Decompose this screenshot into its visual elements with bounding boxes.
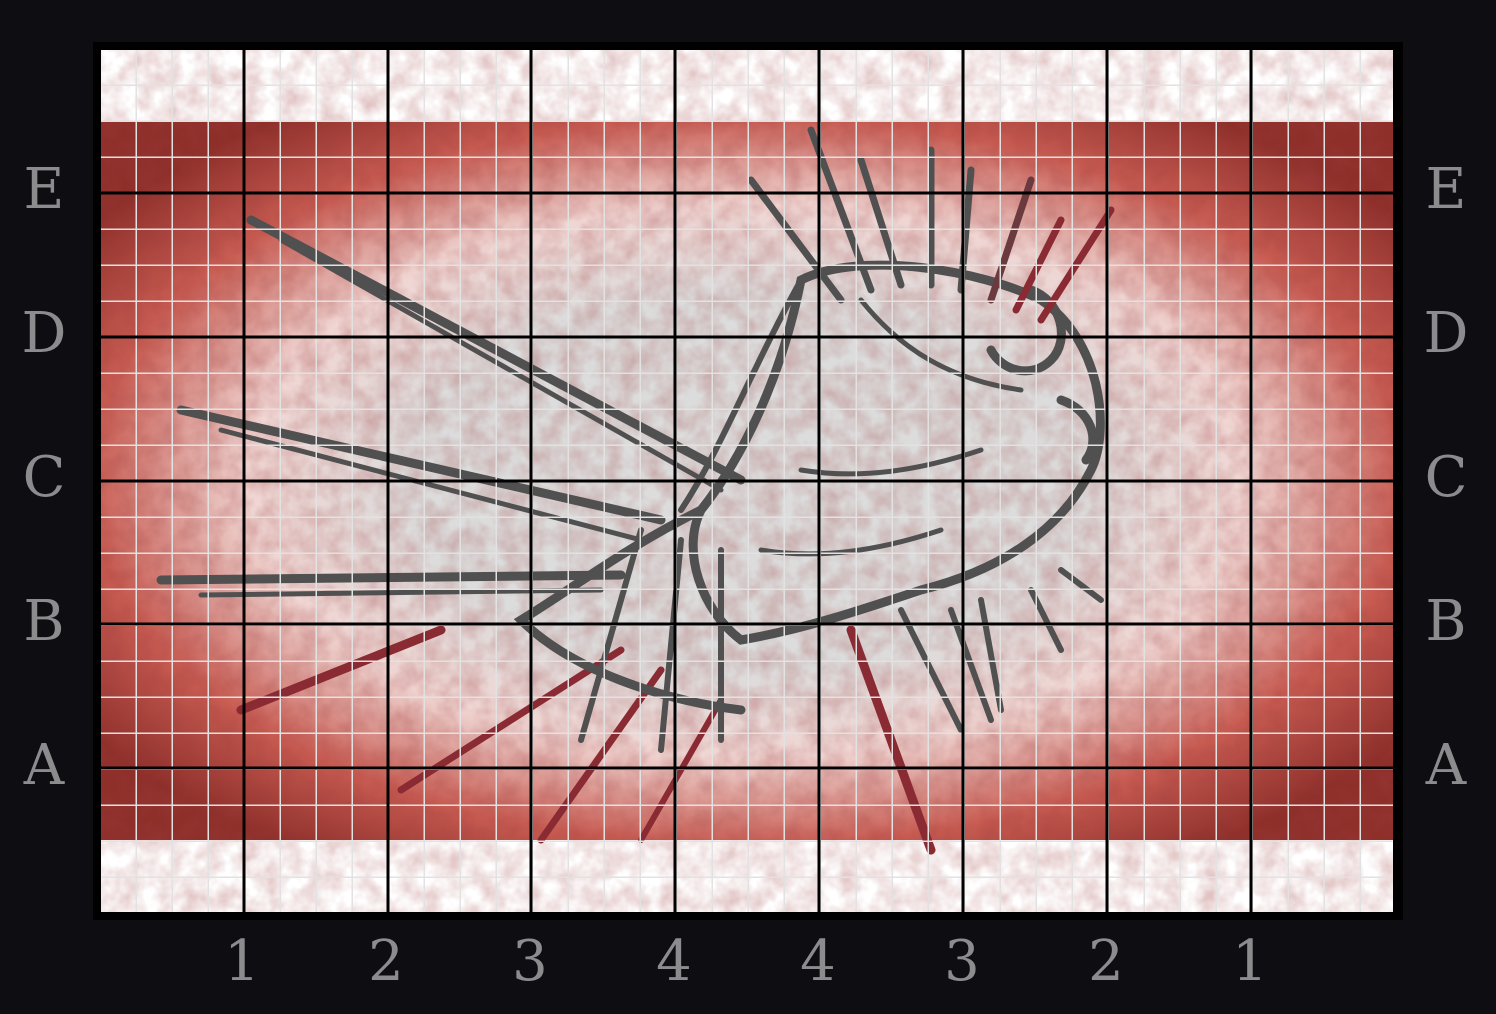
row-label-right-c: C — [1416, 450, 1476, 506]
col-label-3-right: 3 — [932, 934, 992, 990]
row-label-right-b: B — [1416, 594, 1476, 650]
col-label-4-left: 4 — [644, 934, 704, 990]
row-label-right-e: E — [1416, 162, 1476, 218]
row-label-left-e: E — [14, 162, 74, 218]
row-label-left-a: A — [14, 738, 74, 794]
row-label-left-c: C — [14, 450, 74, 506]
row-label-left-b: B — [14, 594, 74, 650]
col-label-4-right: 4 — [788, 934, 848, 990]
row-label-right-d: D — [1416, 306, 1476, 362]
col-label-3-left: 3 — [500, 934, 560, 990]
col-label-2-left: 2 — [356, 934, 416, 990]
row-label-right-a: A — [1416, 738, 1476, 794]
game-board[interactable] — [101, 50, 1393, 912]
col-label-1-left: 1 — [212, 934, 272, 990]
col-label-1-right: 1 — [1220, 934, 1280, 990]
row-label-left-d: D — [14, 306, 74, 362]
col-label-2-right: 2 — [1076, 934, 1136, 990]
board-artwork — [101, 50, 1393, 912]
